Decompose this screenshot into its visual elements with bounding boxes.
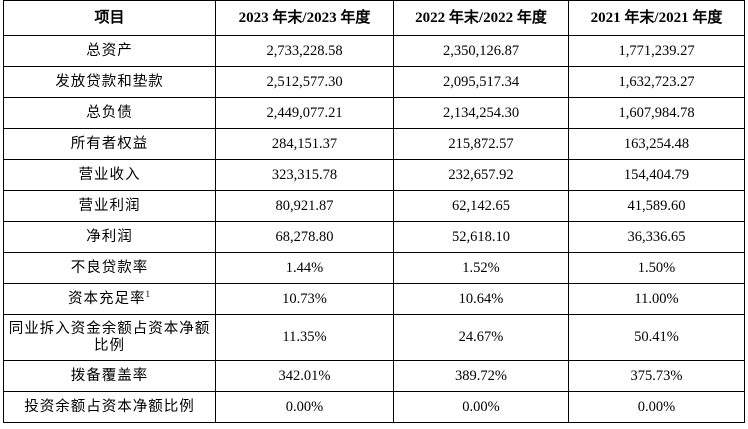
cell-2023: 342.01% [215,360,394,392]
cell-2022: 215,872.57 [393,128,569,160]
cell-2023: 11.35% [215,314,394,361]
financial-summary-table-wrapper: 项目 2023 年末/2023 年度 2022 年末/2022 年度 2021 … [3,0,745,423]
row-label: 营业利润 [3,190,216,222]
cell-2023: 10.73% [215,283,394,315]
header-item: 项目 [3,0,216,36]
row-label: 总负债 [3,97,216,129]
table-row: 投资余额占资本净额比例 0.00% 0.00% 0.00% [3,391,745,423]
cell-2022: 0.00% [393,391,569,423]
row-label-with-footnote: 资本充足率1 [3,283,216,315]
table-row: 拨备覆盖率 342.01% 389.72% 375.73% [3,360,745,392]
table-row: 资本充足率1 10.73% 10.64% 11.00% [3,283,745,315]
row-label: 不良贷款率 [3,252,216,284]
cell-2021: 154,404.79 [568,159,745,191]
row-label: 发放贷款和垫款 [3,66,216,98]
cell-2023: 2,449,077.21 [215,97,394,129]
header-2021: 2021 年末/2021 年度 [568,0,745,36]
cell-2022: 24.67% [393,314,569,361]
cell-2022: 2,095,517.34 [393,66,569,98]
cell-2023: 68,278.80 [215,221,394,253]
row-label: 营业收入 [3,159,216,191]
row-label: 净利润 [3,221,216,253]
table-row: 所有者权益 284,151.37 215,872.57 163,254.48 [3,128,745,160]
cell-2022: 62,142.65 [393,190,569,222]
header-2022: 2022 年末/2022 年度 [393,0,569,36]
table-row: 总负债 2,449,077.21 2,134,254.30 1,607,984.… [3,97,745,129]
row-label: 总资产 [3,35,216,67]
cell-2021: 1,771,239.27 [568,35,745,67]
cell-2021: 41,589.60 [568,190,745,222]
financial-summary-table: 项目 2023 年末/2023 年度 2022 年末/2022 年度 2021 … [3,0,745,423]
cell-2021: 1.50% [568,252,745,284]
footnote-marker: 1 [145,288,151,299]
row-label: 拨备覆盖率 [3,360,216,392]
cell-2022: 10.64% [393,283,569,315]
cell-2023: 323,315.78 [215,159,394,191]
row-label: 投资余额占资本净额比例 [3,391,216,423]
table-row: 营业利润 80,921.87 62,142.65 41,589.60 [3,190,745,222]
cell-2023: 80,921.87 [215,190,394,222]
cell-2022: 389.72% [393,360,569,392]
cell-2022: 1.52% [393,252,569,284]
table-row: 净利润 68,278.80 52,618.10 36,336.65 [3,221,745,253]
cell-2021: 1,632,723.27 [568,66,745,98]
table-row: 营业收入 323,315.78 232,657.92 154,404.79 [3,159,745,191]
row-label: 同业拆入资金余额占资本净额比例 [3,314,216,361]
cell-2023: 1.44% [215,252,394,284]
cell-2022: 52,618.10 [393,221,569,253]
cell-2023: 0.00% [215,391,394,423]
cell-2023: 2,733,228.58 [215,35,394,67]
cell-2023: 284,151.37 [215,128,394,160]
header-2023: 2023 年末/2023 年度 [215,0,394,36]
cell-2021: 36,336.65 [568,221,745,253]
cell-2022: 2,134,254.30 [393,97,569,129]
cell-2021: 375.73% [568,360,745,392]
header-row: 项目 2023 年末/2023 年度 2022 年末/2022 年度 2021 … [3,0,745,36]
row-label-text: 资本充足率 [68,290,146,307]
cell-2022: 232,657.92 [393,159,569,191]
cell-2022: 2,350,126.87 [393,35,569,67]
cell-2021: 163,254.48 [568,128,745,160]
cell-2021: 11.00% [568,283,745,315]
cell-2021: 50.41% [568,314,745,361]
cell-2021: 0.00% [568,391,745,423]
table-row: 发放贷款和垫款 2,512,577.30 2,095,517.34 1,632,… [3,66,745,98]
row-label: 所有者权益 [3,128,216,160]
table-row: 总资产 2,733,228.58 2,350,126.87 1,771,239.… [3,35,745,67]
table-row: 不良贷款率 1.44% 1.52% 1.50% [3,252,745,284]
table-row: 同业拆入资金余额占资本净额比例 11.35% 24.67% 50.41% [3,314,745,361]
cell-2021: 1,607,984.78 [568,97,745,129]
cell-2023: 2,512,577.30 [215,66,394,98]
